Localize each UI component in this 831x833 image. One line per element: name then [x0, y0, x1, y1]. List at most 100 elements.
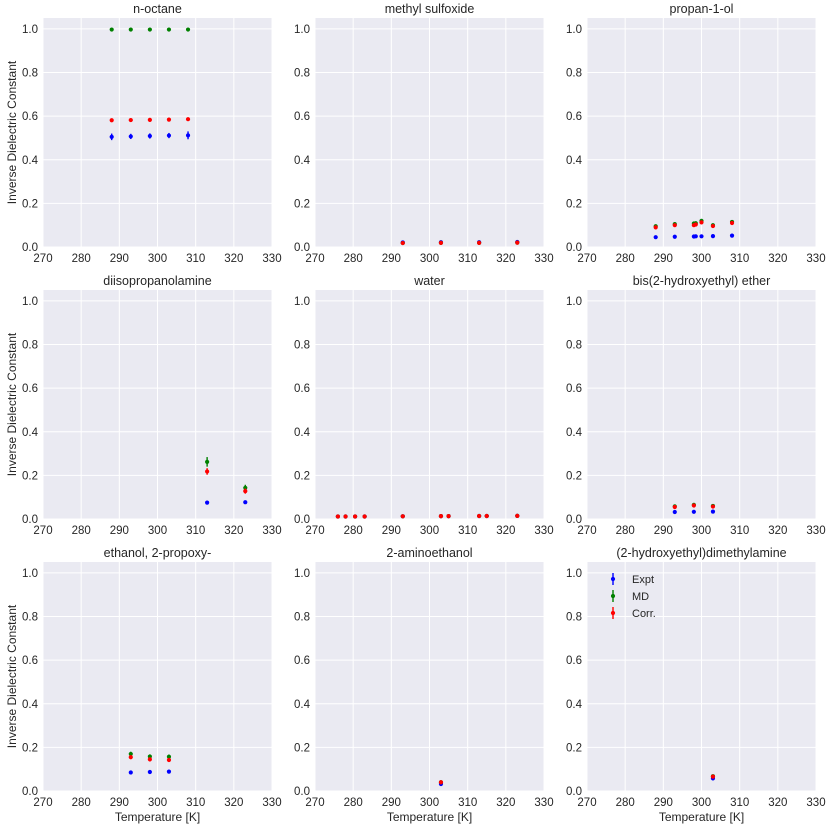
legend-marker — [610, 610, 616, 616]
x-tick-label: 300 — [692, 797, 711, 809]
y-tick-label: 0.0 — [566, 786, 582, 798]
data-point — [335, 514, 340, 519]
subplot-title: water — [413, 274, 445, 288]
x-tick-label: 300 — [692, 253, 711, 265]
x-tick-label: 290 — [654, 253, 673, 265]
y-tick-label: 0.0 — [566, 242, 582, 254]
y-tick-label: 0.8 — [22, 340, 38, 352]
y-tick-label: 1.0 — [22, 296, 38, 308]
legend: Expt MD Corr. — [610, 573, 656, 620]
data-point — [147, 133, 152, 139]
series-expt — [672, 509, 716, 515]
series-corr — [128, 755, 172, 763]
data-point — [109, 134, 114, 139]
data-point — [477, 240, 482, 245]
subplot-5: 270 280 290 300 310 320 330 0.0 0.2 0.4 0.6 0.8 1.0 w… — [294, 274, 554, 537]
x-tick-label: 330 — [262, 525, 281, 537]
x-tick-label: 300 — [148, 525, 167, 537]
data-point — [147, 117, 152, 122]
subplot-title: diisopropanolamine — [103, 274, 211, 288]
x-tick-label: 290 — [110, 797, 129, 809]
y-tick-label: 0.2 — [566, 198, 582, 210]
x-tick-label: 290 — [110, 525, 129, 537]
data-point — [653, 235, 658, 240]
series-expt — [653, 233, 735, 240]
y-tick-label: 0.4 — [22, 155, 39, 167]
x-tick-label: 280 — [72, 525, 91, 537]
data-point — [691, 509, 696, 514]
data-point — [205, 500, 210, 505]
x-tick-label: 280 — [616, 253, 635, 265]
x-tick-label: 270 — [577, 525, 596, 537]
data-point — [653, 225, 658, 230]
data-point — [672, 223, 677, 228]
data-point — [691, 503, 696, 508]
x-tick-label: 300 — [692, 525, 711, 537]
data-point — [109, 118, 114, 123]
data-point — [343, 514, 348, 519]
y-tick-label: 0.0 — [22, 242, 38, 254]
data-point — [243, 485, 248, 490]
x-tick-label: 330 — [806, 253, 825, 265]
data-point — [109, 27, 114, 32]
x-axis-label: Temperature [K] — [659, 810, 744, 824]
data-point — [672, 509, 677, 515]
data-point — [710, 504, 716, 509]
x-tick-label: 300 — [420, 253, 439, 265]
y-tick-label: 0.6 — [566, 111, 582, 123]
x-tick-label: 320 — [768, 253, 787, 265]
x-tick-label: 310 — [730, 253, 749, 265]
data-point — [128, 27, 133, 32]
y-tick-label: 0.4 — [294, 155, 311, 167]
x-tick-label: 270 — [33, 797, 52, 809]
y-tick-label: 0.4 — [566, 155, 583, 167]
y-tick-label: 0.6 — [22, 383, 38, 395]
data-point — [128, 117, 133, 123]
y-tick-label: 0.2 — [294, 470, 310, 482]
y-tick-label: 0.0 — [22, 786, 38, 798]
y-tick-label: 0.8 — [22, 612, 38, 624]
legend-marker — [610, 576, 616, 582]
data-point — [515, 240, 520, 245]
data-point — [166, 117, 172, 122]
subplot-6: 270 280 290 300 310 320 330 0.0 0.2 0.4 0.6 0.8 1.0 b… — [566, 274, 826, 537]
x-tick-label: 310 — [458, 797, 477, 809]
data-point — [672, 234, 677, 239]
subplot-title: 2-aminoethanol — [386, 546, 472, 560]
y-tick-label: 0.8 — [566, 340, 582, 352]
y-tick-label: 0.4 — [22, 427, 39, 439]
data-point — [693, 234, 698, 239]
data-point — [400, 240, 405, 246]
subplot-title: (2-hydroxyethyl)dimethylamine — [616, 546, 786, 560]
series-md — [109, 27, 191, 32]
x-tick-label: 310 — [458, 525, 477, 537]
subplot-4: 270 280 290 300 310 320 330 0.0 0.2 0.4 0.6 0.8 1.0 d… — [5, 274, 282, 537]
x-tick-label: 280 — [616, 797, 635, 809]
x-tick-label: 310 — [186, 253, 205, 265]
y-tick-label: 0.6 — [294, 383, 310, 395]
y-tick-label: 1.0 — [566, 24, 582, 36]
y-tick-label: 0.2 — [294, 742, 310, 754]
subplot-title: n-octane — [133, 2, 182, 16]
y-tick-label: 0.2 — [22, 470, 38, 482]
data-point — [477, 513, 482, 519]
x-tick-label: 310 — [730, 797, 749, 809]
y-tick-label: 0.2 — [22, 198, 38, 210]
x-tick-label: 270 — [305, 525, 324, 537]
y-tick-label: 0.2 — [566, 742, 582, 754]
y-tick-label: 1.0 — [294, 296, 310, 308]
subplot-7: 270 280 290 300 310 320 330 0.0 0.2 0.4 0.6 0.8 1.0 e… — [5, 546, 282, 824]
x-tick-label: 280 — [72, 797, 91, 809]
x-tick-label: 270 — [33, 253, 52, 265]
data-point — [147, 757, 152, 762]
y-tick-label: 0.2 — [566, 470, 582, 482]
x-tick-label: 290 — [654, 525, 673, 537]
data-point — [484, 513, 489, 519]
x-tick-label: 330 — [806, 797, 825, 809]
subplot-1: 270 280 290 300 310 320 330 0.0 0.2 0.4 0.6 0.8 1.0 n… — [5, 2, 282, 265]
y-tick-label: 0.4 — [22, 699, 39, 711]
data-point — [243, 500, 248, 505]
x-tick-label: 330 — [534, 525, 553, 537]
data-point — [446, 513, 451, 519]
